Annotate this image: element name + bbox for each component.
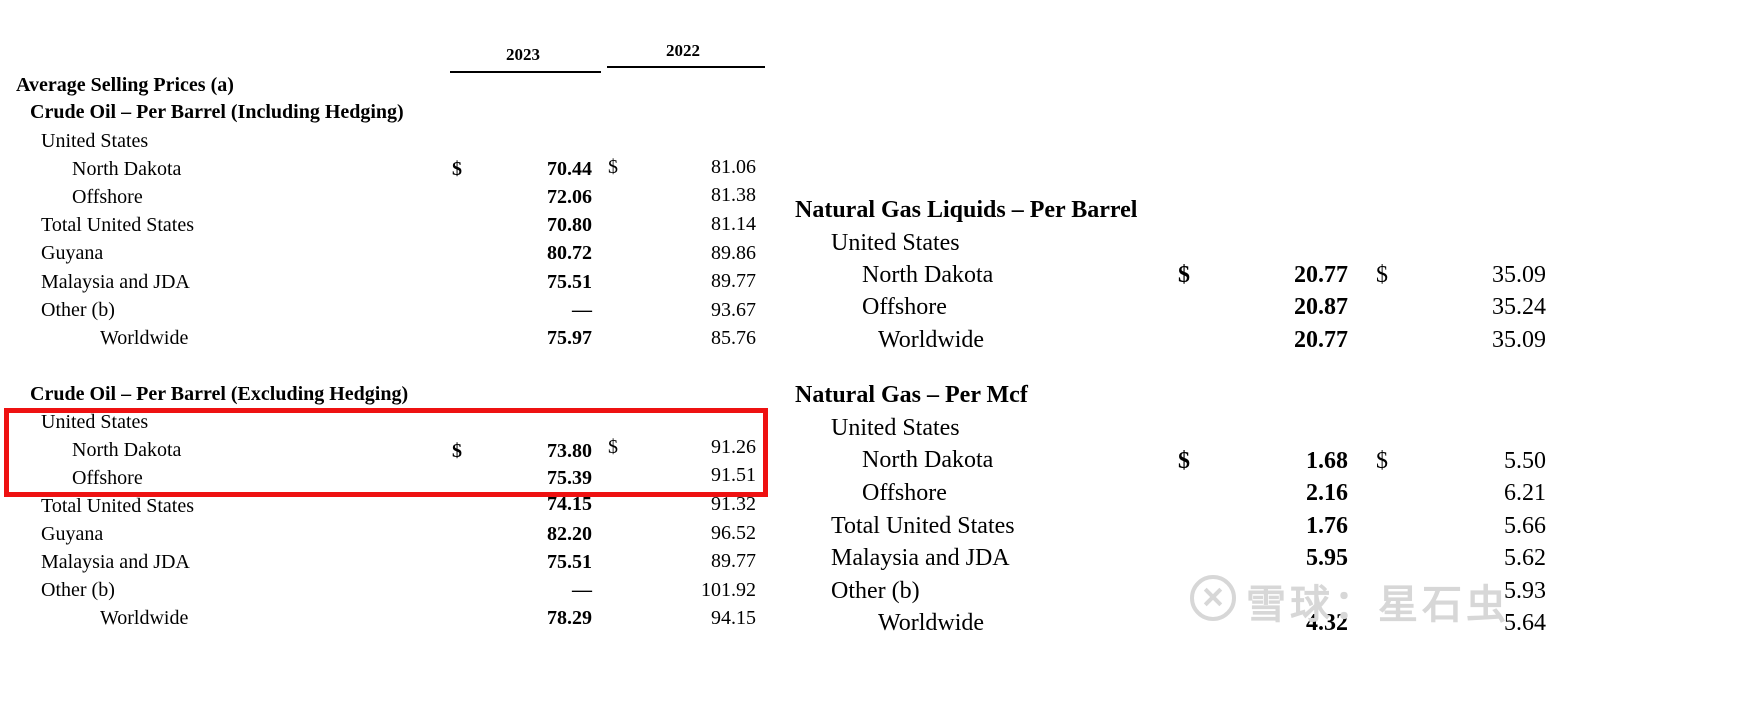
value-2023: 74.15 [547,493,592,515]
row-label: Worldwide [878,327,985,353]
section-heading: Crude Oil – Per Barrel (Including Hedgin… [30,101,404,123]
value-2023: 70.80 [547,214,592,236]
table-title: Average Selling Prices (a) [16,74,234,96]
value-2022: 89.77 [711,270,756,292]
row-label: Other (b) [831,578,920,604]
value-2022: 93.67 [711,299,756,321]
value-2023: — [572,579,592,601]
value-2022: 81.38 [711,184,756,206]
row-label: Worldwide [878,610,985,636]
value-2023: 20.77 [1294,327,1348,353]
value-2022: 89.77 [711,550,756,572]
value-2023: 5.95 [1306,545,1348,571]
value-2022: 35.09 [1492,262,1546,288]
value-2022: 91.32 [711,493,756,515]
value-2023: 80.72 [547,242,592,264]
value-2022: 5.50 [1504,448,1546,474]
snowball-logo-icon [1190,575,1236,621]
row-label: Guyana [41,242,104,264]
row-label: United States [41,130,149,152]
highlight-box [4,408,768,497]
value-2022: 35.24 [1492,294,1546,320]
value-2022: 85.76 [711,327,756,349]
value-2022: 94.15 [711,607,756,629]
row-label: North Dakota [72,158,182,180]
value-2023: 75.51 [547,551,592,573]
currency-symbol: $ [1376,448,1388,474]
currency-symbol: $ [608,436,618,458]
value-2022: 5.66 [1504,513,1546,539]
section-heading: Natural Gas – Per Mcf [795,382,1028,408]
section-heading: Crude Oil – Per Barrel (Excluding Hedgin… [30,383,409,405]
watermark-text: 雪球：星石虫 [1246,582,1510,628]
row-label: Worldwide [100,607,189,629]
value-2022: 91.51 [711,464,756,486]
value-2023: — [572,299,592,321]
row-label: Total United States [41,495,195,517]
value-2023: 70.44 [547,158,592,180]
currency-symbol: $ [1178,262,1190,288]
value-2022: 81.06 [711,156,756,178]
year-rule-2023 [450,71,601,73]
value-2022: 101.92 [701,579,756,601]
row-label: Offshore [862,294,947,320]
value-2023: 78.29 [547,607,592,629]
row-label: Offshore [862,480,947,506]
value-2023: 75.97 [547,327,592,349]
value-2023: 73.80 [547,440,592,462]
row-label: United States [831,415,960,441]
section-heading: Natural Gas Liquids – Per Barrel [795,197,1138,223]
value-2023: 75.39 [547,467,592,489]
row-label: Other (b) [41,579,115,601]
value-2023: 4.32 [1306,610,1348,636]
value-2022: 96.52 [711,522,756,544]
value-2022: 6.21 [1504,480,1546,506]
year-header-2023: 2023 [506,45,540,64]
value-2022: 81.14 [711,213,756,235]
row-label: Guyana [41,523,104,545]
value-2022: 5.62 [1504,545,1546,571]
row-label: Worldwide [100,327,189,349]
row-label: United States [831,230,960,256]
row-label: North Dakota [862,262,994,288]
value-2022: 35.09 [1492,327,1546,353]
value-2023: 20.77 [1294,262,1348,288]
value-2022: 91.26 [711,436,756,458]
currency-symbol: $ [452,440,462,462]
row-label: Malaysia and JDA [41,551,190,573]
currency-symbol: $ [608,156,618,178]
row-label: Total United States [831,513,1015,539]
value-2023: 82.20 [547,523,592,545]
value-2023: 1.76 [1306,513,1348,539]
row-label: Offshore [72,467,143,489]
value-2023: 20.87 [1294,294,1348,320]
value-2023: 72.06 [547,186,592,208]
value-2022: 5.64 [1504,610,1546,636]
year-rule-2022 [607,66,765,68]
value-2022: 5.93 [1504,578,1546,604]
currency-symbol: $ [452,158,462,180]
row-label: Offshore [72,186,143,208]
row-label: North Dakota [862,447,994,473]
year-header-2022: 2022 [666,41,700,60]
currency-symbol: $ [1376,262,1388,288]
value-2023: 75.51 [547,271,592,293]
row-label: Malaysia and JDA [831,545,1010,571]
row-label: North Dakota [72,439,182,461]
row-label: Other (b) [41,299,115,321]
row-label: Total United States [41,214,195,236]
value-2022: 89.86 [711,242,756,264]
row-label: Malaysia and JDA [41,271,190,293]
value-2023: 2.16 [1306,480,1348,506]
row-label: United States [41,411,149,433]
value-2023: 1.68 [1306,448,1348,474]
currency-symbol: $ [1178,448,1190,474]
